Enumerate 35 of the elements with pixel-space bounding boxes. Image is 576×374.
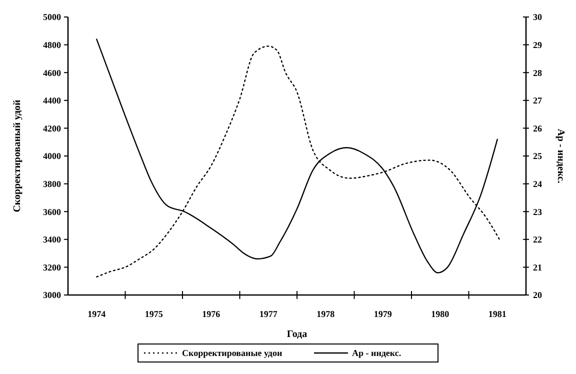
x-tick-label: 1976 [202,309,221,319]
y2-tick-label: 26 [533,123,542,134]
legend-label: Ар - индекс. [352,348,402,358]
x-tick-label: 1978 [316,309,336,319]
y2-tick-label: 28 [533,68,542,78]
y2-tick-label: 24 [533,178,542,189]
y2-axis-title: Ар - индекс. [555,128,566,184]
x-tick-label: 1975 [144,309,164,319]
y-axis-title: Скорректированый удой [12,99,23,212]
legend-label: Скорректированые удои [182,348,282,358]
y2-tick-label: 21 [533,262,542,272]
x-tick-label: 1981 [488,309,507,319]
y-tick-label: 4000 [43,151,62,162]
y2-tick-label: 25 [533,151,542,162]
y2-tick-label: 23 [533,206,542,217]
y-tick-label: 3800 [43,178,62,189]
x-axis-title: Года [286,329,308,340]
x-tick-label: 1980 [431,309,450,319]
y-tick-label: 3400 [43,234,62,245]
y2-tick-label: 27 [533,96,542,106]
y-tick-label: 5000 [43,12,62,22]
y2-tick-label: 22 [533,234,542,245]
y-tick-label: 4600 [43,68,62,78]
y-tick-label: 4800 [43,40,62,50]
y-tick-label: 3200 [43,262,62,272]
y2-tick-label: 30 [533,12,542,22]
x-tick-label: 1977 [259,309,278,319]
y-tick-label: 4200 [43,123,62,134]
x-tick-label: 1979 [374,309,392,319]
y2-tick-label: 20 [533,290,542,300]
y-tick-label: 3000 [43,290,62,300]
y-tick-label: 3600 [43,206,62,217]
x-tick-label: 1974 [88,309,106,319]
y-tick-label: 4400 [43,96,62,106]
y2-tick-label: 29 [533,40,542,50]
